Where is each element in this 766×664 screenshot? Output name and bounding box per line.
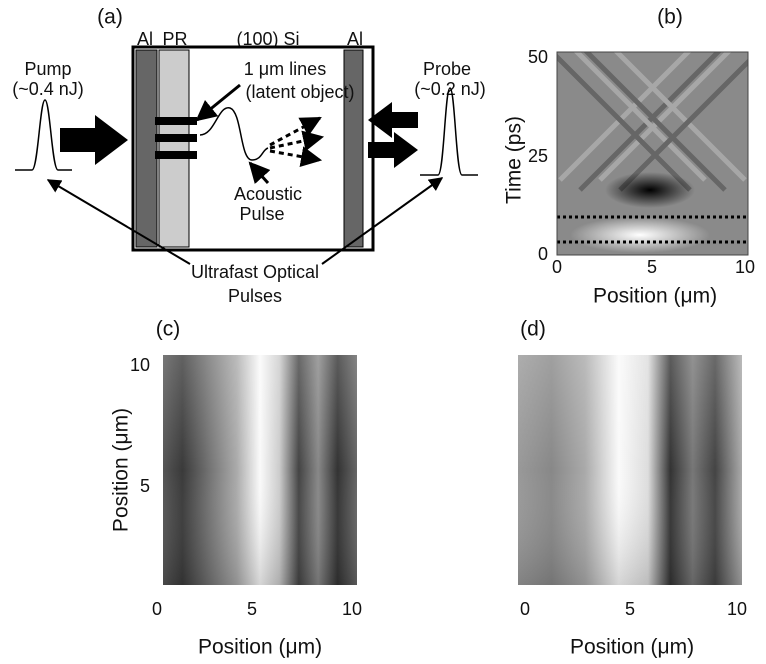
acoustic-label: Pulse (239, 204, 284, 224)
x-tick-label: 0 (520, 599, 530, 619)
pointer (195, 83, 241, 122)
x-axis-label: Position (μm) (593, 285, 717, 308)
x-axis-label: Position (μm) (198, 636, 322, 659)
acoustic-wave (199, 107, 269, 161)
x-tick-label: 10 (735, 257, 755, 277)
probe-pulse (420, 87, 478, 176)
image-shade (518, 355, 742, 585)
layer-label: Al (347, 29, 363, 49)
panel-label: (b) (657, 6, 683, 29)
line-object (155, 151, 197, 159)
panel-label: (d) (520, 318, 546, 341)
y-axis-label: Position (μm) (110, 408, 133, 532)
panel-label: (a) (97, 6, 123, 29)
x-tick-label: 10 (342, 599, 362, 619)
y-tick-label: 5 (140, 476, 150, 496)
probe-arrow (368, 102, 418, 138)
y-tick-label: 10 (130, 355, 150, 375)
y-tick-label: 0 (538, 244, 548, 264)
latent-label: (latent object) (245, 82, 354, 102)
frame (556, 51, 749, 256)
image (557, 52, 748, 255)
pump-label: Pump (24, 59, 71, 79)
acoustic-label: Acoustic (234, 184, 302, 204)
x-axis-label: Position (μm) (570, 636, 694, 659)
pump-arrow (60, 115, 128, 165)
optical-label: Pulses (228, 286, 282, 306)
y-axis-label: Time (ps) (503, 116, 526, 204)
lines-label: 1 μm lines (244, 59, 326, 79)
x-tick-label: 0 (552, 257, 562, 277)
line-object (155, 117, 197, 125)
al-layer (343, 49, 364, 248)
layer-label: (100) Si (236, 29, 299, 49)
y-tick-label: 50 (528, 47, 548, 67)
layer-label: Al (137, 29, 153, 49)
probe-label: Probe (423, 59, 471, 79)
probe-arrow (368, 132, 418, 168)
pointer (46, 179, 191, 265)
image-shade (163, 355, 357, 585)
panel-a: (a) Al PR (100) Si Al Pump (~0.4 nJ) Pro… (12, 6, 486, 306)
layer-label: PR (162, 29, 187, 49)
panel-c: (c) 0 5 10 5 10 Position (μm) Position (… (110, 318, 362, 659)
pointer (248, 161, 271, 185)
x-tick-label: 5 (647, 257, 657, 277)
x-tick-label: 5 (247, 599, 257, 619)
pump-energy: (~0.4 nJ) (12, 79, 84, 99)
pump-pulse (15, 99, 72, 171)
pr-layer (158, 49, 190, 248)
pointer (321, 177, 444, 265)
panel-d: (d) 0 5 10 Position (μm) (518, 318, 747, 659)
x-tick-label: 5 (625, 599, 635, 619)
dotted-arrow (269, 116, 322, 147)
panel-label: (c) (156, 318, 181, 341)
y-tick-label: 25 (528, 146, 548, 166)
panel-b: (b) 0 5 10 0 25 50 Position (μm) Time (p… (503, 6, 755, 308)
line-object (155, 134, 197, 142)
al-layer (135, 49, 158, 248)
optical-label: Ultrafast Optical (191, 262, 319, 282)
x-tick-label: 10 (727, 599, 747, 619)
x-tick-label: 0 (152, 599, 162, 619)
